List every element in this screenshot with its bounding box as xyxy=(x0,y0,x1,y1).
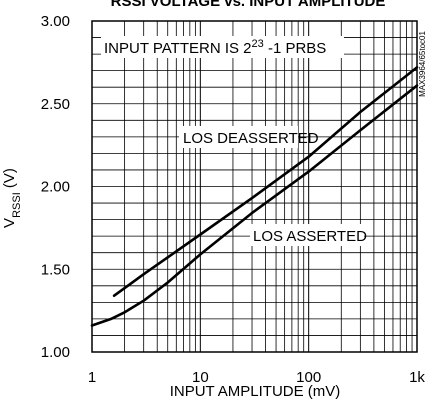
x-tick-label: 1 xyxy=(88,369,96,386)
series-label-asserted: LOS ASSERTED xyxy=(253,228,367,245)
y-axis-title-suffix: (V) xyxy=(1,168,18,192)
annotation-layer: INPUT PATTERN IS 223 -1 PRBS LOS DEASSER… xyxy=(101,36,367,246)
ticks-layer: 1 10 100 1k 1.00 1.50 2.00 2.50 3.00 xyxy=(41,13,426,386)
y-tick-label: 1.50 xyxy=(41,261,70,278)
input-pattern-prefix: INPUT PATTERN IS 2 xyxy=(104,40,252,57)
chart-title: RSSI VOLTAGE vs. INPUT AMPLITUDE xyxy=(111,0,386,10)
series-label-deasserted: LOS DEASSERTED xyxy=(183,130,319,147)
x-tick-label: 100 xyxy=(296,369,321,386)
x-tick-label: 1k xyxy=(409,369,425,386)
series-line-los-deasserted xyxy=(112,66,419,298)
input-pattern-label: INPUT PATTERN IS 223 -1 PRBS xyxy=(104,38,326,57)
input-pattern-suffix: -1 PRBS xyxy=(264,40,327,57)
y-tick-label: 2.50 xyxy=(41,96,70,113)
input-pattern-superscript: 23 xyxy=(252,38,264,50)
y-axis-title: VRSSI (V) xyxy=(1,168,23,228)
y-tick-label: 2.00 xyxy=(41,179,70,196)
input-pattern-label-box xyxy=(101,36,344,58)
x-tick-label: 10 xyxy=(192,369,209,386)
x-axis-title: INPUT AMPLITUDE (mV) xyxy=(170,383,341,400)
y-axis-title-subscript: RSSI xyxy=(11,192,23,218)
grid-layer xyxy=(92,21,417,352)
y-tick-label: 1.00 xyxy=(41,344,70,361)
y-tick-label: 3.00 xyxy=(41,13,70,30)
series-layer xyxy=(90,66,419,327)
figure-id-label: MAX3964/65toc01 xyxy=(418,31,427,97)
series-line-los-asserted xyxy=(90,84,419,327)
y-axis-title-main: V xyxy=(1,218,18,228)
series-label-box-deasserted xyxy=(179,126,298,148)
plot-area-frame xyxy=(91,20,418,353)
series-label-box-asserted xyxy=(250,224,364,246)
